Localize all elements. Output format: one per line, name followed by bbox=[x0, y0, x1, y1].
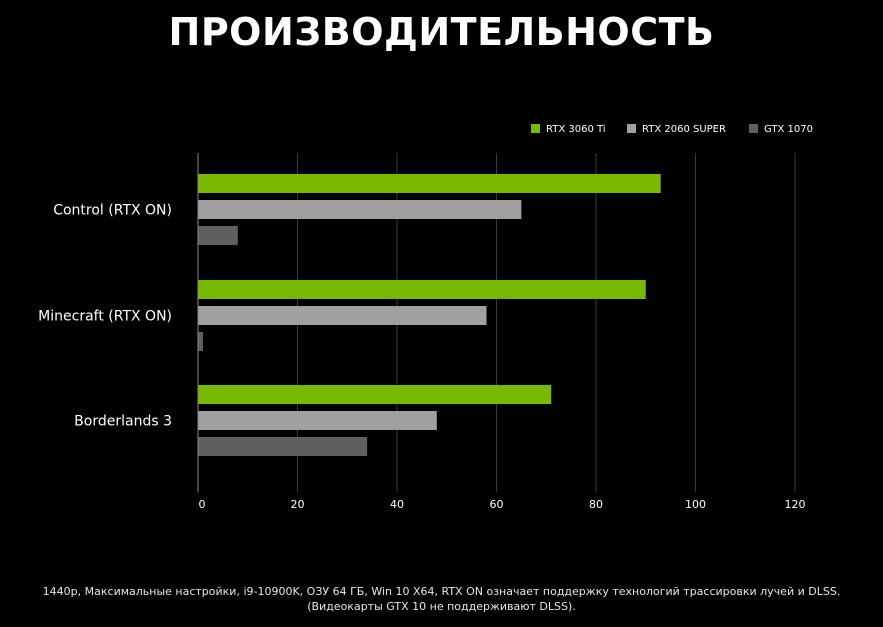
bars bbox=[198, 174, 661, 456]
legend-swatch bbox=[531, 124, 540, 133]
x-axis-ticks: 0 20 40 60 80 100 120 bbox=[199, 498, 806, 511]
legend-label: GTX 1070 bbox=[764, 124, 813, 135]
category-label: Minecraft (RTX ON) bbox=[38, 309, 172, 325]
category-label: Control (RTX ON) bbox=[53, 203, 172, 219]
x-tick-label: 0 bbox=[199, 498, 206, 511]
x-tick-label: 100 bbox=[685, 498, 706, 511]
bar-gtx-1070 bbox=[198, 226, 238, 245]
x-tick-label: 40 bbox=[390, 498, 404, 511]
footnote: 1440p, Максимальные настройки, i9-10900K… bbox=[0, 584, 883, 614]
chart-title: ПРОИЗВОДИТЕЛЬНОСТЬ bbox=[168, 10, 715, 54]
x-tick-label: 60 bbox=[490, 498, 504, 511]
bar-gtx-1070 bbox=[198, 332, 203, 351]
bar-rtx-3060-ti bbox=[198, 385, 552, 404]
legend-swatch bbox=[627, 124, 636, 133]
x-tick-label: 20 bbox=[291, 498, 305, 511]
x-tick-label: 80 bbox=[589, 498, 603, 511]
bar-rtx-2060-super bbox=[198, 411, 437, 430]
bar-rtx-2060-super bbox=[198, 200, 522, 219]
legend-swatch bbox=[749, 124, 758, 133]
footnote-line-1: 1440p, Максимальные настройки, i9-10900K… bbox=[42, 585, 841, 598]
x-tick-label: 120 bbox=[785, 498, 806, 511]
bar-rtx-2060-super bbox=[198, 306, 487, 325]
legend-label: RTX 2060 SUPER bbox=[642, 124, 726, 135]
footnote-line-2: (Видеокарты GTX 10 не поддерживают DLSS)… bbox=[307, 600, 576, 613]
legend-label: RTX 3060 Ti bbox=[546, 124, 606, 135]
legend: RTX 3060 Ti RTX 2060 SUPER GTX 1070 bbox=[531, 124, 813, 135]
bar-chart: Control (RTX ON) Minecraft (RTX ON) Border… bbox=[38, 124, 813, 511]
category-label: Borderlands 3 bbox=[74, 414, 172, 430]
bar-rtx-3060-ti bbox=[198, 174, 661, 193]
bar-rtx-3060-ti bbox=[198, 280, 646, 299]
y-axis: Control (RTX ON) Minecraft (RTX ON) Border… bbox=[38, 153, 199, 492]
bar-gtx-1070 bbox=[198, 437, 368, 456]
